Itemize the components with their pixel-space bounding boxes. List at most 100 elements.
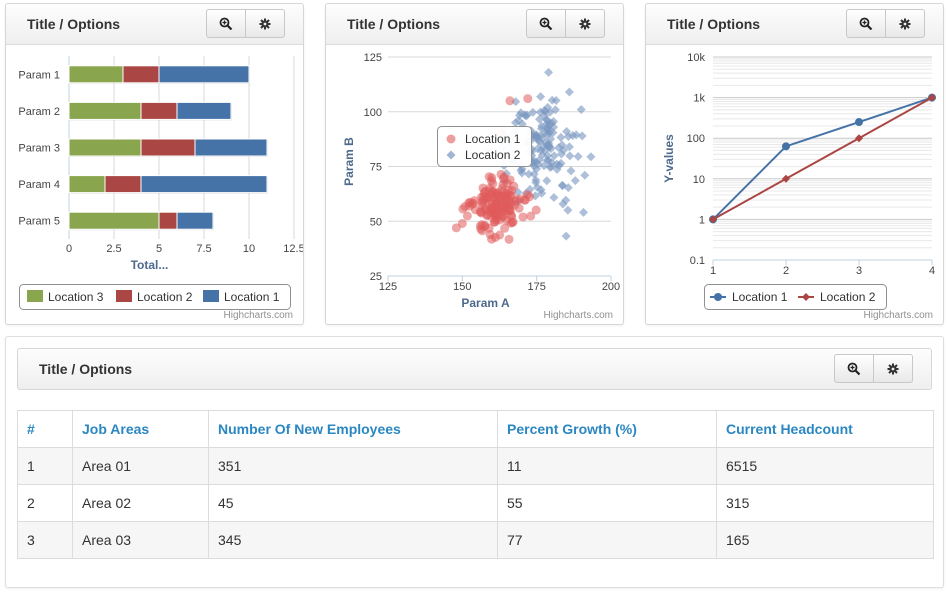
scatter-point: [580, 170, 590, 180]
settings-button[interactable]: [566, 9, 605, 38]
scatter-point: [531, 205, 541, 215]
scatter-point: [564, 87, 574, 97]
highcharts-credit[interactable]: Highcharts.com: [543, 310, 613, 321]
scatter-point: [484, 172, 494, 182]
zoom-button[interactable]: [846, 9, 886, 38]
scatter-point: [561, 231, 571, 241]
scatter-point: [487, 234, 497, 244]
scatter-point: [520, 195, 530, 205]
line-point: [855, 118, 863, 127]
scatter-point: [523, 94, 533, 104]
zoom-button[interactable]: [526, 9, 566, 38]
scatter-point: [570, 176, 580, 186]
scatter-point: [563, 205, 573, 215]
gear-icon: [899, 18, 911, 29]
scatter-point: [556, 149, 566, 159]
scatter-point: [477, 220, 487, 230]
scatter-point: [491, 198, 501, 208]
column-header[interactable]: Number Of New Employees: [208, 410, 498, 448]
table-cell: 165: [716, 521, 934, 559]
scatter-point: [505, 206, 515, 216]
table-row: 3 Area 03 345 77 165: [17, 521, 934, 559]
legend-marker: [446, 150, 456, 160]
data-table: # Job Areas Number Of New Employees Perc…: [17, 410, 934, 559]
scatter-point: [524, 169, 534, 179]
settings-button[interactable]: [886, 9, 925, 38]
table-cell: 55: [497, 484, 717, 522]
settings-button[interactable]: [246, 9, 285, 38]
settings-button[interactable]: [874, 354, 913, 383]
scatter-point: [526, 211, 536, 221]
scatter-point: [554, 143, 564, 153]
scatter-point: [535, 131, 545, 141]
scatter-point: [507, 185, 517, 195]
legend-swatch: [27, 290, 43, 302]
table-header-row: # Job Areas Number Of New Employees Perc…: [17, 410, 934, 448]
table-row: 1 Area 01 351 11 6515: [17, 447, 934, 485]
scatter-point: [586, 152, 596, 162]
y-tick-label: Param 3: [18, 143, 60, 155]
zoom-in-icon: [859, 17, 873, 30]
legend-swatch: [203, 290, 219, 302]
y-tick-label: 10k: [687, 52, 705, 64]
x-tick-label: 150: [453, 281, 471, 293]
scatter-point: [539, 161, 549, 171]
y-tick-label: 100: [364, 107, 382, 119]
zoom-button[interactable]: [834, 354, 874, 383]
legend-box: [19, 284, 291, 310]
scatter-point: [480, 186, 490, 196]
legend-box: [437, 126, 532, 167]
panel-toolbar: [846, 9, 925, 38]
scatter-point: [577, 131, 587, 141]
x-tick-label: 3: [856, 265, 862, 277]
panel-title: Title / Options: [667, 16, 761, 32]
table-cell: 45: [208, 484, 498, 522]
panel-header: Title / Options: [326, 4, 623, 45]
column-header[interactable]: Job Areas: [72, 410, 209, 448]
column-header[interactable]: #: [17, 410, 73, 448]
table-cell: 345: [208, 521, 498, 559]
panel-header: Title / Options: [6, 4, 303, 45]
y-axis-title: Param B: [342, 137, 356, 186]
bar-segment: [176, 211, 214, 230]
table-cell: 77: [497, 521, 717, 559]
legend-label: Location 3: [48, 290, 104, 304]
legend-label: Location 2: [465, 148, 521, 162]
highcharts-credit[interactable]: Highcharts.com: [863, 310, 933, 321]
bar-segment: [68, 138, 142, 157]
scatter-point: [561, 195, 571, 205]
series-line: [712, 96, 933, 221]
legend-label: Location 1: [732, 290, 788, 304]
y-tick-label: 25: [370, 271, 382, 283]
highcharts-credit[interactable]: Highcharts.com: [223, 310, 293, 321]
x-tick-label: 1: [710, 265, 716, 277]
y-axis-title: Y-values: [662, 134, 676, 183]
scatter-point: [558, 199, 568, 209]
x-tick-label: 5: [156, 243, 162, 255]
bar-segment: [104, 175, 142, 194]
table-panel: Title / Options # Job Areas Number Of Ne…: [5, 336, 944, 588]
bar-segment: [140, 138, 196, 157]
scatter-point: [492, 210, 502, 220]
scatter-point: [520, 110, 530, 120]
scatter-point: [563, 183, 573, 193]
column-header[interactable]: Current Headcount: [716, 410, 934, 448]
y-tick-label: 50: [370, 216, 382, 228]
table-cell: Area 02: [72, 484, 209, 522]
scatter-point: [507, 218, 517, 228]
scatter-point: [528, 107, 538, 117]
scatter-point: [554, 160, 564, 170]
bar-segment: [194, 138, 268, 157]
x-axis-title: Param A: [461, 296, 510, 310]
y-tick-label: 10: [693, 174, 705, 186]
gear-icon: [579, 18, 591, 29]
column-header[interactable]: Percent Growth (%): [497, 410, 717, 448]
bar-segment: [158, 65, 250, 84]
panel-toolbar: [526, 9, 605, 38]
zoom-button[interactable]: [206, 9, 246, 38]
legend-box: [704, 284, 887, 310]
x-tick-label: 12.5: [283, 243, 303, 255]
scatter-chart: 25 50 75 100 125 125 150 175 200 Param A Param B Lo…: [342, 52, 620, 310]
bar-segment: [176, 101, 232, 120]
x-axis-title: Total...: [131, 258, 169, 272]
